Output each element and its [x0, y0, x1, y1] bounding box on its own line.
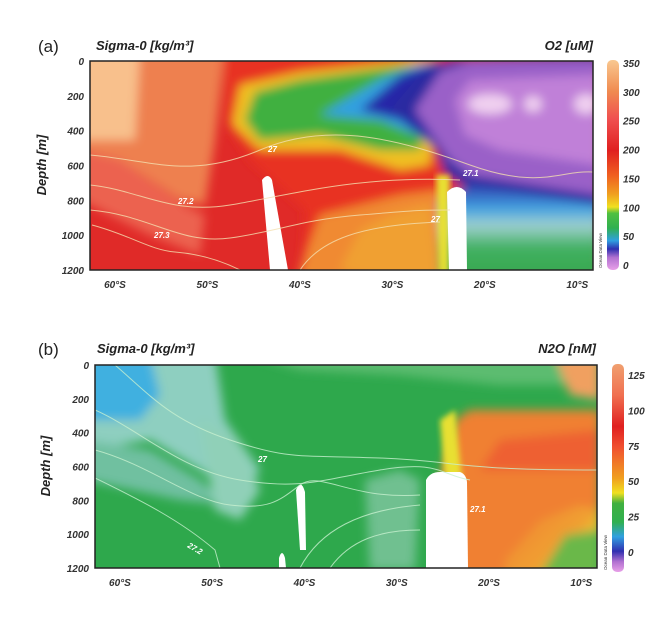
contour-label: 27.3 — [140, 569, 159, 587]
panel-a: (a) Sigma-0 [kg/m³] O2 [uM] — [34, 37, 640, 291]
x-tick-label: 50°S — [201, 578, 223, 589]
colorbar-credit-b: Ocean Data View — [603, 534, 608, 570]
contour-label: 27 — [257, 455, 267, 464]
contour-label: 27 — [430, 215, 440, 224]
x-tick-label: 40°S — [288, 280, 311, 291]
colorbar-ticks-b: 0 25 50 75 100 125 — [627, 371, 645, 559]
y-axis-label-a: Depth [m] — [34, 134, 49, 195]
y-axis-label-b: Depth [m] — [38, 435, 53, 496]
plot-frame-b — [94, 364, 598, 569]
contour-label: 27.2 — [177, 197, 194, 206]
colorbar-tick-label: 0 — [623, 261, 629, 272]
colorbar-ticks-a: 0 50 100 150 200 250 300 350 — [622, 59, 640, 272]
colorbar-a — [607, 60, 619, 270]
colorbar-credit-a: Ocean Data View — [598, 232, 603, 268]
y-axis-a: 0 200 400 600 800 1000 1200 — [62, 57, 85, 277]
colorbar-tick-label: 125 — [628, 371, 645, 382]
y-tick-label: 1200 — [62, 266, 85, 277]
x-tick-label: 20°S — [477, 578, 500, 589]
colorbar-tick-label: 250 — [622, 117, 640, 128]
y-tick-label: 400 — [71, 429, 89, 440]
colorbar-tick-label: 0 — [628, 548, 634, 559]
y-tick-label: 200 — [71, 395, 89, 406]
y-tick-label: 600 — [72, 463, 89, 474]
isopycnals-b — [95, 365, 597, 568]
x-axis-b: 60°S 50°S 40°S 30°S 20°S 10°S — [109, 578, 593, 589]
sigma-title-b: Sigma-0 [kg/m³] — [97, 341, 195, 356]
colorbar-b — [612, 364, 624, 572]
n2o-field — [95, 365, 597, 568]
o2-field — [90, 61, 593, 270]
sigma-title-a: Sigma-0 [kg/m³] — [96, 38, 194, 53]
colorbar-tick-label: 350 — [623, 59, 640, 70]
y-tick-label: 800 — [67, 196, 84, 207]
y-tick-label: 400 — [66, 127, 84, 138]
bathymetry-mask — [279, 553, 286, 568]
plot-frame-a — [89, 60, 594, 271]
colorbar-tick-label: 50 — [628, 477, 640, 488]
variable-title-b: N2O [nM] — [538, 341, 596, 356]
x-tick-label: 20°S — [473, 280, 496, 291]
panel-label-b: (b) — [38, 340, 59, 359]
x-tick-label: 10°S — [566, 280, 588, 291]
contour-label: 27.3 — [153, 231, 170, 240]
isopycnals-a — [90, 134, 593, 270]
y-tick-label: 0 — [78, 57, 84, 68]
y-tick-label: 0 — [83, 361, 89, 372]
y-tick-label: 1000 — [67, 530, 90, 541]
y-tick-label: 600 — [67, 162, 84, 173]
bathymetry-mask — [296, 484, 306, 550]
bathymetry-mask — [426, 472, 468, 568]
panel-b: (b) Sigma-0 [kg/m³] N2O [nM] — [38, 340, 645, 589]
y-axis-b: 0 200 400 600 800 1000 1200 — [67, 361, 90, 575]
colorbar-tick-label: 100 — [628, 406, 645, 417]
y-tick-label: 200 — [66, 92, 84, 103]
variable-title-a: O2 [uM] — [545, 38, 594, 53]
colorbar-tick-label: 150 — [623, 174, 640, 185]
bathymetry-mask — [262, 176, 288, 270]
bathymetry-mask — [447, 187, 467, 270]
colorbar-tick-label: 200 — [622, 146, 640, 157]
colorbar-tick-label: 50 — [623, 232, 635, 243]
y-tick-label: 1200 — [67, 564, 90, 575]
y-tick-label: 800 — [72, 496, 89, 507]
x-tick-label: 30°S — [381, 280, 403, 291]
panel-label-a: (a) — [38, 37, 59, 56]
colorbar-tick-label: 300 — [623, 88, 640, 99]
colorbar-tick-label: 25 — [627, 513, 640, 524]
x-tick-label: 10°S — [570, 578, 592, 589]
colorbar-tick-label: 100 — [623, 203, 640, 214]
y-tick-label: 1000 — [62, 231, 85, 242]
contour-label: 27.1 — [462, 169, 479, 178]
x-axis-a: 60°S 50°S 40°S 30°S 20°S 10°S — [104, 280, 588, 291]
x-tick-label: 60°S — [104, 280, 126, 291]
x-tick-label: 60°S — [109, 578, 131, 589]
x-tick-label: 40°S — [293, 578, 316, 589]
contour-label: 27.1 — [469, 505, 486, 514]
x-tick-label: 30°S — [386, 578, 408, 589]
contour-label: 27 — [267, 145, 277, 154]
x-tick-label: 50°S — [197, 280, 219, 291]
colorbar-tick-label: 75 — [628, 442, 640, 453]
